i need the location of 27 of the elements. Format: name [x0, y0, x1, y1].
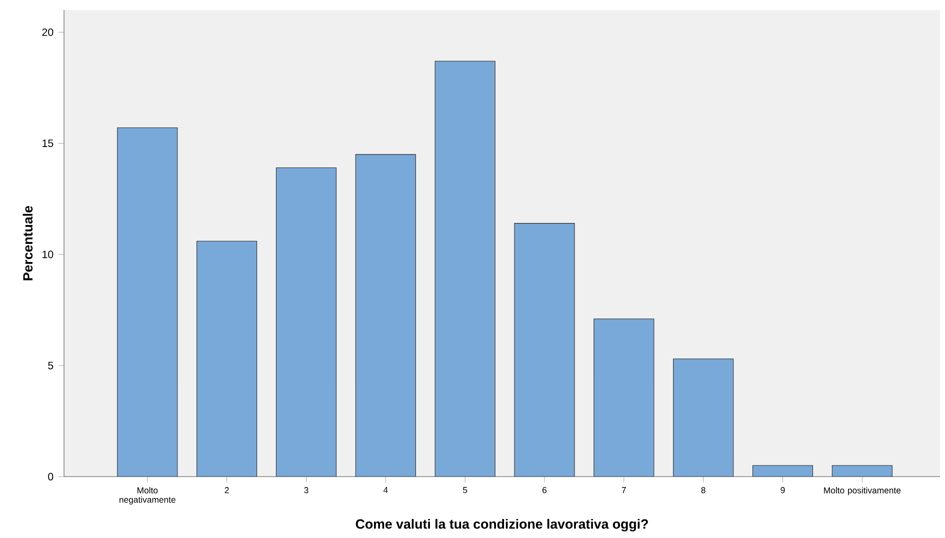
- y-tick-label: 10: [42, 250, 54, 258]
- y-tick-label: 5: [48, 362, 54, 370]
- x-tick-label: 2: [224, 487, 229, 494]
- y-tick-label: 15: [42, 140, 54, 148]
- y-tick-label: 0: [48, 472, 54, 480]
- bar: [276, 168, 337, 477]
- bar: [752, 465, 814, 477]
- bar: [355, 154, 416, 477]
- y-tick-label: 20: [42, 28, 54, 36]
- x-tick-label: 9: [780, 487, 785, 494]
- bar: [434, 60, 496, 477]
- y-axis-title: Percentuale: [22, 206, 33, 280]
- bar: [832, 465, 892, 477]
- x-tick-label: 4: [383, 487, 388, 494]
- x-tick-label: 7: [622, 487, 626, 494]
- x-axis-title: Come valuti la tua condizione lavorativa oggi?: [356, 518, 648, 532]
- bar: [196, 240, 258, 477]
- x-tick-label: 3: [304, 487, 308, 494]
- x-tick-label: Molto negativamente: [120, 487, 176, 504]
- x-tick-label: 6: [542, 487, 547, 494]
- bar: [117, 128, 178, 477]
- bar: [673, 358, 734, 477]
- bar: [594, 318, 654, 477]
- x-tick-label: Molto positivamente: [824, 487, 901, 496]
- bar: [514, 223, 575, 477]
- x-tick-label: 8: [701, 487, 706, 494]
- x-tick-label: 5: [463, 487, 468, 494]
